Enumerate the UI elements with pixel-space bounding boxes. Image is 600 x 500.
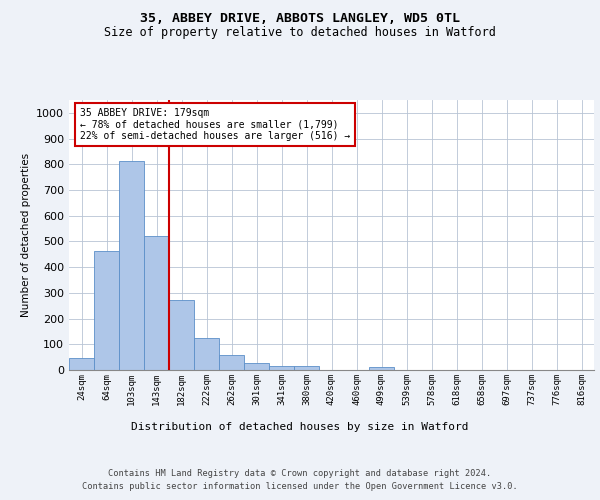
Bar <box>69 358 94 370</box>
Bar <box>119 161 144 370</box>
Bar <box>169 300 194 370</box>
Bar <box>194 338 219 370</box>
Bar <box>219 354 244 370</box>
Text: Contains public sector information licensed under the Open Government Licence v3: Contains public sector information licen… <box>82 482 518 491</box>
Text: 35, ABBEY DRIVE, ABBOTS LANGLEY, WD5 0TL: 35, ABBEY DRIVE, ABBOTS LANGLEY, WD5 0TL <box>140 12 460 26</box>
Y-axis label: Number of detached properties: Number of detached properties <box>20 153 31 317</box>
Bar <box>94 251 119 370</box>
Text: Size of property relative to detached houses in Watford: Size of property relative to detached ho… <box>104 26 496 39</box>
Text: 35 ABBEY DRIVE: 179sqm
← 78% of detached houses are smaller (1,799)
22% of semi-: 35 ABBEY DRIVE: 179sqm ← 78% of detached… <box>79 108 350 142</box>
Bar <box>369 368 394 370</box>
Bar <box>269 366 294 370</box>
Text: Contains HM Land Registry data © Crown copyright and database right 2024.: Contains HM Land Registry data © Crown c… <box>109 469 491 478</box>
Text: Distribution of detached houses by size in Watford: Distribution of detached houses by size … <box>131 422 469 432</box>
Bar <box>244 364 269 370</box>
Bar <box>144 236 169 370</box>
Bar <box>294 366 319 370</box>
